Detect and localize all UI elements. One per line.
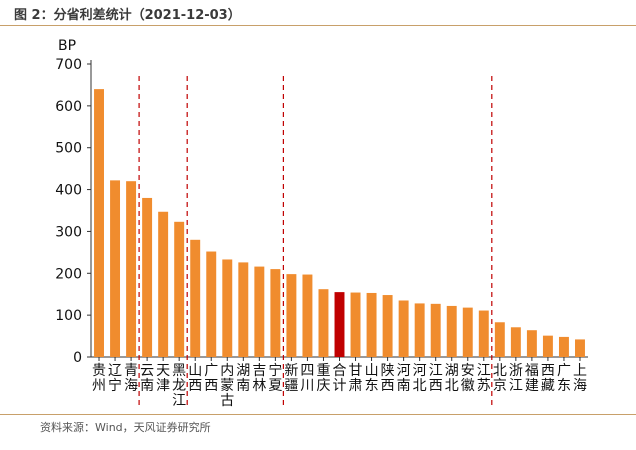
bar (558, 336, 569, 357)
bar (446, 305, 457, 357)
y-tick-label: 0 (73, 350, 82, 366)
y-tick-label: 200 (55, 266, 82, 282)
x-tick-label: 河南 (397, 363, 411, 394)
bar (126, 181, 137, 357)
y-tick-label: 500 (55, 141, 82, 157)
x-tick-label: 吉林 (252, 363, 266, 394)
x-tick-label: 山西 (188, 363, 202, 394)
x-tick-label: 甘肃 (349, 363, 363, 394)
bar (414, 303, 425, 357)
x-tick-label: 浙江 (509, 363, 523, 394)
x-tick-label: 北京 (493, 363, 507, 394)
x-tick-label: 天津 (156, 363, 170, 394)
bar (382, 295, 393, 357)
bar (94, 89, 104, 357)
x-tick-label: 黑龙江 (172, 363, 186, 409)
bar (334, 292, 345, 357)
x-tick-label: 河北 (413, 363, 427, 394)
x-tick-label: 辽宁 (108, 363, 122, 394)
x-tick-label: 青海 (124, 363, 138, 394)
y-unit-label: BP (58, 38, 76, 54)
bar (398, 300, 409, 357)
x-tick-label: 广西 (204, 363, 218, 394)
x-tick-label: 江苏 (477, 363, 491, 394)
x-tick-label: 贵州 (92, 363, 106, 394)
chart-title: 图 2：分省利差统计（2021-12-03） (14, 8, 241, 23)
x-tick-label: 新疆 (284, 363, 298, 394)
x-tick-label: 西藏 (541, 363, 555, 394)
bar (462, 307, 473, 357)
bar (238, 262, 249, 357)
y-tick-label: 400 (55, 183, 82, 199)
bar (190, 239, 201, 357)
bar (142, 197, 153, 357)
bar (286, 274, 297, 357)
bar (318, 289, 329, 357)
bar (302, 274, 313, 357)
bar (575, 339, 585, 357)
bar (350, 292, 361, 357)
y-tick-label: 700 (55, 57, 82, 73)
bar (430, 303, 441, 357)
x-tick-label: 安徽 (461, 363, 475, 394)
bar (510, 327, 521, 357)
bar (366, 292, 377, 357)
x-tick-label: 广东 (557, 363, 571, 394)
x-tick-label: 湖南 (236, 363, 250, 394)
bar (254, 266, 265, 357)
bar (110, 180, 121, 357)
bar (270, 269, 281, 357)
bar (542, 335, 553, 357)
x-tick-label: 云南 (140, 363, 154, 394)
x-tick-label: 内蒙古 (220, 363, 234, 409)
top-rule (0, 25, 636, 26)
x-tick-label: 合计 (333, 363, 347, 394)
x-tick-label: 上海 (573, 363, 587, 394)
bar (174, 221, 185, 357)
bar (222, 259, 233, 357)
bottom-rule (0, 414, 636, 415)
x-tick-label: 江西 (429, 363, 443, 394)
bar (526, 330, 537, 357)
bar (478, 310, 489, 357)
x-tick-label: 四川 (300, 363, 314, 394)
x-tick-label: 山东 (365, 363, 379, 394)
y-tick-label: 300 (55, 224, 82, 240)
x-tick-label: 湖北 (445, 363, 459, 394)
x-tick-label: 福建 (525, 363, 539, 394)
y-tick-label: 100 (55, 308, 82, 324)
source-note: 资料来源：Wind，天风证券研究所 (40, 421, 211, 434)
bar (494, 322, 505, 357)
y-tick-label: 600 (55, 99, 82, 115)
x-tick-label: 陕西 (381, 363, 395, 394)
x-tick-label: 重庆 (316, 363, 330, 394)
x-tick-label: 宁夏 (268, 362, 282, 394)
bar (158, 211, 169, 357)
bar (206, 251, 217, 357)
